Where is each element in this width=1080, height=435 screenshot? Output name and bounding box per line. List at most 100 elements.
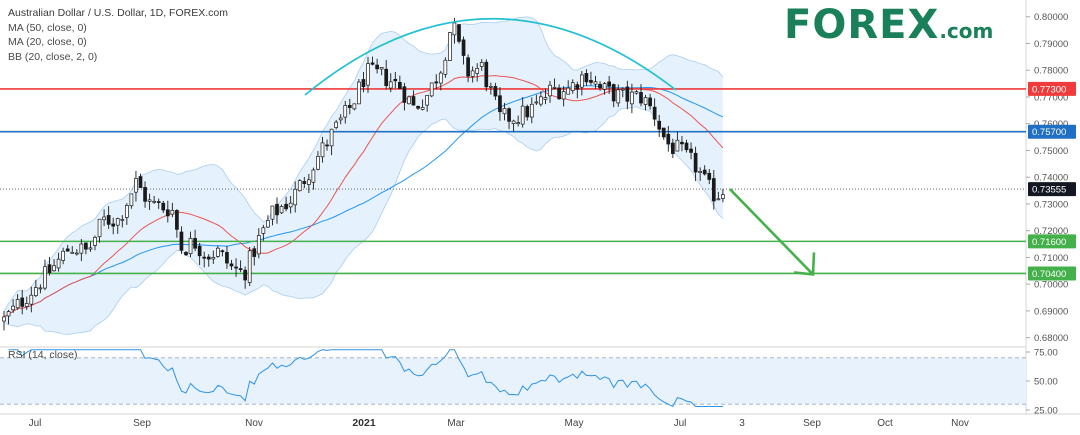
candle-body [20,297,25,307]
candle-body [134,178,138,193]
candle-body [589,79,593,83]
candle-body [161,202,166,211]
candle [420,99,425,111]
candle-body [675,139,680,152]
candle-body [15,299,20,309]
candle [143,181,147,208]
candle [334,119,338,130]
time-label: 3 [739,418,745,429]
candle [325,139,329,151]
candle [529,97,534,124]
candle [65,244,70,252]
candle [584,69,589,87]
candle [270,205,275,226]
level-tag-label: 0.77300 [1032,84,1066,95]
candle-body [648,97,652,107]
candle [711,170,716,210]
candle [470,66,475,83]
candle-body [347,104,352,108]
candle [570,79,575,94]
candle [489,82,493,95]
candle [279,204,284,214]
candle-body [388,81,393,89]
candle-body [702,169,707,175]
candle [534,94,539,105]
candle [575,81,580,99]
candle [666,125,671,152]
candle [106,206,111,229]
candle [466,54,470,83]
candle [693,146,698,181]
candle-body [516,122,521,125]
candle-body [261,227,266,234]
candle [170,202,175,218]
candle-body [206,256,211,260]
candle-body [611,84,616,102]
candle-body [539,96,543,105]
candle-body [156,201,161,203]
time-label: Jul [29,418,42,429]
candle-body [470,70,475,77]
candle [425,94,429,112]
candle [366,56,370,93]
candle [398,75,402,90]
candle-body [670,142,675,154]
candle [111,217,116,235]
candle [498,87,502,121]
candle [548,80,552,103]
candle-body [243,269,247,281]
price-tick-label: 0.72000 [1034,226,1068,237]
price-tick-label: 0.78000 [1034,66,1068,77]
candle-body [639,92,643,104]
price-tick-label: 0.74000 [1034,173,1068,184]
candle-body [56,258,61,269]
candle-body [256,235,261,255]
candle [361,71,366,93]
time-label: Oct [877,418,893,429]
candle-body [661,127,666,138]
candle [620,87,625,98]
candle-body [147,199,152,202]
logo-o: O [812,2,848,48]
candle [698,167,703,181]
candle [229,259,234,271]
rsi-axis: 75.00 50.00 25.00 [1026,348,1058,417]
candle [416,105,420,110]
price-tick-label: 0.70000 [1034,280,1068,291]
logo-rest: REX [847,2,940,48]
price-tick-label: 0.76000 [1034,119,1068,130]
candle [461,36,466,65]
candle [507,107,511,130]
candle-body [307,179,311,185]
candle-body [288,202,293,208]
price-tick-label: 0.71000 [1034,253,1068,264]
candle [566,80,571,95]
candle-body [584,73,589,83]
candle-body [220,250,225,253]
candle-body [115,218,120,226]
candle-body [129,193,134,207]
candle-body [70,252,75,254]
candle [288,195,293,214]
last-price-label: 0.73555 [1032,185,1066,196]
candle-body [79,243,84,254]
candle [675,131,680,152]
candle [15,294,20,310]
candle-body [124,205,129,218]
candle [343,100,348,124]
candle-body [165,209,170,217]
rsi-band-fill [0,357,1026,405]
candle [29,286,34,313]
candle [47,257,52,276]
candle [252,245,257,266]
candle [657,114,662,137]
candle-body [188,237,193,255]
candle-body [502,108,507,115]
candle [357,79,361,105]
level-tag [1028,124,1076,139]
candle [329,128,334,156]
candle [525,104,530,121]
candle [134,171,138,202]
candle-body [61,250,66,261]
